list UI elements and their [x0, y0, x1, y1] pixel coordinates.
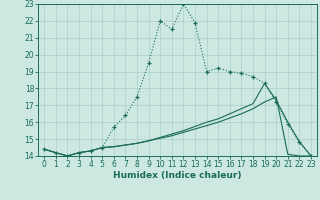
X-axis label: Humidex (Indice chaleur): Humidex (Indice chaleur) — [113, 171, 242, 180]
